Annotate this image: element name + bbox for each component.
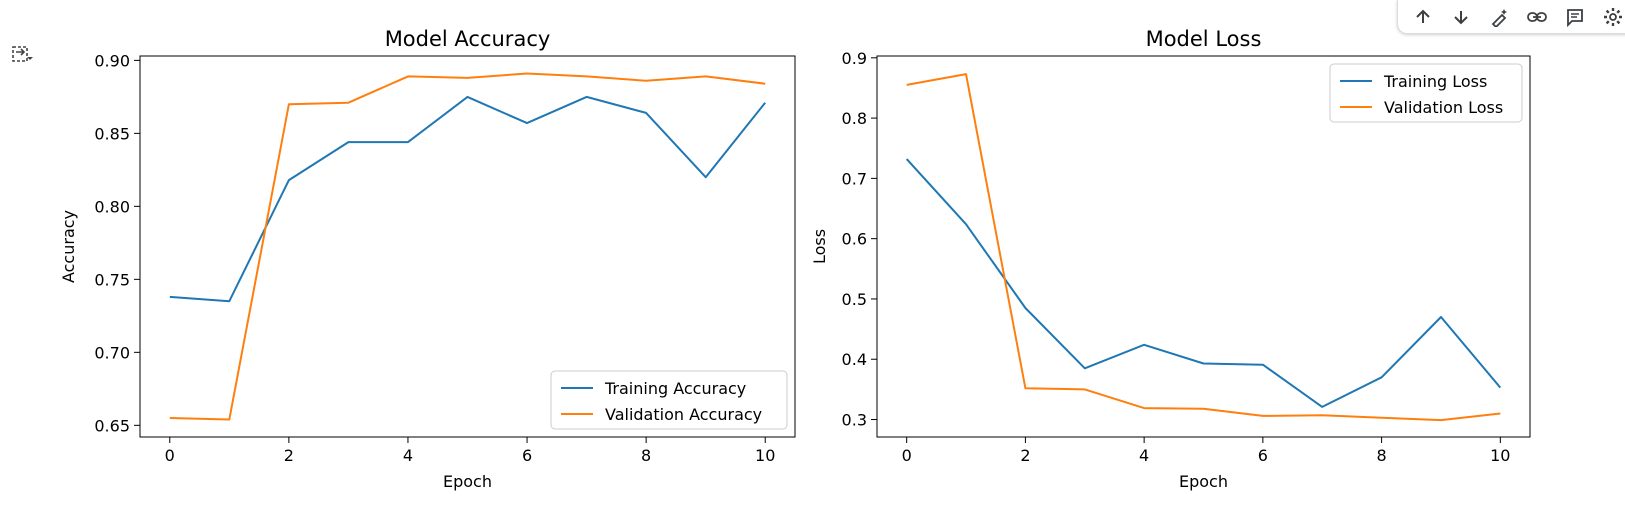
legend-label: Validation Accuracy [605, 405, 762, 424]
y-tick-label: 0.65 [94, 416, 130, 435]
output-actions-icon[interactable] [6, 40, 38, 70]
x-tick-label: 6 [1258, 446, 1268, 465]
chart-accuracy: Model Accuracy 0 2 4 6 8 10 0.65 0.70 0.75 0.80 0.8… [59, 27, 796, 491]
y-tick-label: 0.6 [842, 230, 867, 249]
legend-label: Training Accuracy [604, 379, 746, 398]
chart-loss: Model Loss 0 2 4 6 8 10 0.3 0.4 0.5 0.6 0.7 0.8 0.9 Ep… [810, 27, 1531, 491]
x-tick-label: 0 [902, 446, 912, 465]
y-tick-label: 0.4 [842, 350, 867, 369]
series-line-validation [906, 73, 1501, 422]
y-tick-label: 0.9 [842, 49, 867, 68]
arrow-up-icon[interactable] [1406, 2, 1440, 32]
y-tick-label: 0.3 [842, 411, 867, 430]
y-tick-label: 0.85 [94, 124, 130, 143]
y-tick-label: 0.75 [94, 270, 130, 289]
series-line-training [169, 95, 766, 303]
y-tick-label: 0.5 [842, 290, 867, 309]
series-line-training [905, 158, 1502, 408]
y-tick-label: 0.90 [94, 51, 130, 70]
link-icon[interactable] [1520, 2, 1554, 32]
x-tick-label: 2 [1020, 446, 1030, 465]
legend: Training Loss Validation Loss [1329, 63, 1523, 123]
arrow-down-icon[interactable] [1444, 2, 1478, 32]
series-line-validation [169, 72, 766, 421]
x-axis-label: Epoch [443, 472, 492, 491]
comment-icon[interactable] [1558, 2, 1592, 32]
y-tick-label: 0.7 [842, 169, 867, 188]
legend: Training Accuracy Validation Accuracy [550, 370, 788, 430]
magic-edit-icon[interactable] [1482, 2, 1516, 32]
y-axis-label: Loss [810, 229, 829, 264]
x-tick-label: 0 [165, 446, 175, 465]
chart-title: Model Accuracy [385, 27, 551, 51]
x-tick-label: 4 [403, 446, 413, 465]
x-axis-label: Epoch [1179, 472, 1228, 491]
x-tick-label: 6 [522, 446, 532, 465]
cell-toolbar [1397, 0, 1625, 34]
axes-frame [139, 55, 796, 438]
x-tick-label: 2 [284, 446, 294, 465]
legend-label: Validation Loss [1384, 98, 1503, 117]
x-tick-label: 10 [1490, 446, 1510, 465]
x-tick-label: 8 [1376, 446, 1386, 465]
x-tick-label: 4 [1139, 446, 1149, 465]
chart-title: Model Loss [1146, 27, 1262, 51]
axes-frame [876, 55, 1531, 438]
x-tick-label: 8 [641, 446, 651, 465]
legend-frame [550, 370, 788, 430]
y-tick-label: 0.70 [94, 343, 130, 362]
y-axis-label: Accuracy [59, 210, 78, 283]
x-tick-label: 10 [755, 446, 775, 465]
output-actions-glyph [12, 46, 33, 62]
y-tick-label: 0.80 [94, 197, 130, 216]
legend-frame [1329, 63, 1523, 123]
y-tick-label: 0.8 [842, 109, 867, 128]
gear-icon[interactable] [1596, 2, 1625, 32]
legend-label: Training Loss [1383, 72, 1487, 91]
